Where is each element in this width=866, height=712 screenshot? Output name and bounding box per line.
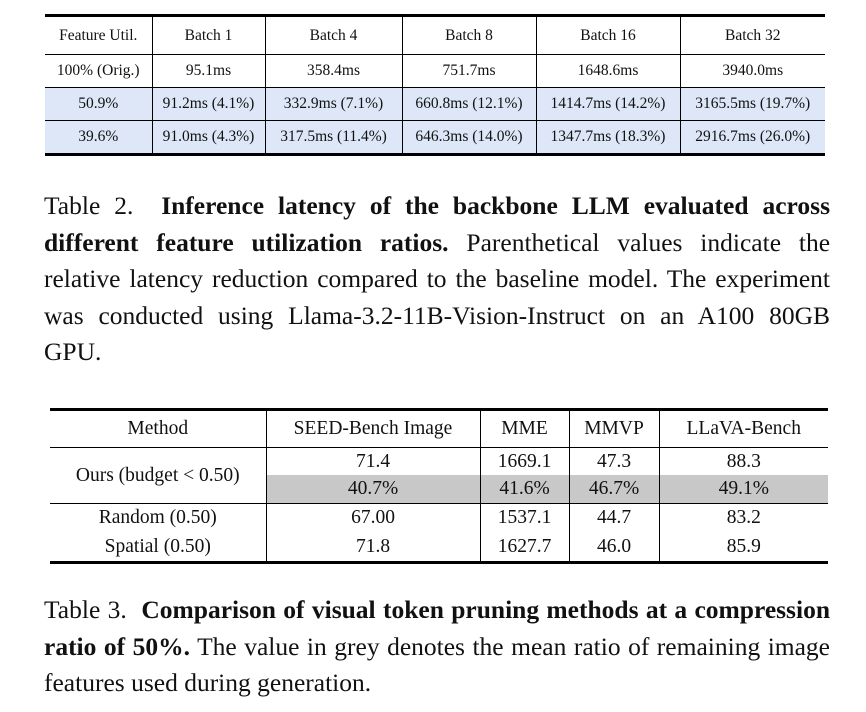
header-cell: Batch 16 bbox=[535, 15, 680, 55]
table-cell: 2916.7ms (26.0%) bbox=[679, 120, 825, 155]
header-cell: SEED-Bench Image bbox=[265, 409, 480, 448]
table-cell: 358.4ms bbox=[264, 54, 402, 88]
table-cell: 46.0 bbox=[568, 532, 659, 563]
latency-table: Feature Util. Batch 1 Batch 4 Batch 8 Ba… bbox=[45, 14, 825, 156]
table-row: 100% (Orig.) 95.1ms 358.4ms 751.7ms 1648… bbox=[45, 54, 825, 88]
table-cell: 660.8ms (12.1%) bbox=[401, 87, 536, 121]
table-cell: 83.2 bbox=[658, 503, 828, 532]
method-cell: Random (0.50) bbox=[98, 507, 217, 528]
ratio-cell: 41.6% bbox=[479, 475, 569, 504]
header-cell: MMVP bbox=[568, 409, 659, 448]
table-cell: 3165.5ms (19.7%) bbox=[679, 87, 825, 121]
table-cell: 39.6% bbox=[45, 120, 152, 155]
caption-bold-text: Comparison of visual token pruning metho… bbox=[44, 595, 830, 661]
caption-label: Table 2. bbox=[44, 191, 134, 220]
header-cell: Method bbox=[50, 409, 266, 448]
ratio-cell: 49.1% bbox=[658, 475, 828, 504]
header-cell: Batch 8 bbox=[401, 15, 536, 55]
table-row: Random (0.50) 67.00 1537.1 44.7 83.2 bbox=[50, 503, 828, 532]
ratio-cell: 46.7% bbox=[568, 475, 659, 504]
header-cell: Batch 32 bbox=[679, 15, 825, 55]
table-cell: 751.7ms bbox=[401, 54, 536, 88]
table-cell: 71.8 bbox=[265, 532, 480, 563]
table-cell: 91.0ms (4.3%) bbox=[151, 120, 265, 155]
comparison-table-header-row: Method SEED-Bench Image MME MMVP LLaVA-B… bbox=[50, 409, 828, 448]
table-row-grey: 40.7% 41.6% 46.7% 49.1% bbox=[50, 475, 828, 504]
header-cell: Batch 1 bbox=[151, 15, 265, 55]
table-cell: 95.1ms bbox=[151, 54, 265, 88]
table-row-highlighted: 50.9% 91.2ms (4.1%) 332.9ms (7.1%) 660.8… bbox=[45, 87, 825, 121]
table-cell: 44.7 bbox=[568, 503, 659, 532]
table-cell: 50.9% bbox=[45, 87, 152, 121]
table-row-highlighted: 39.6% 91.0ms (4.3%) 317.5ms (11.4%) 646.… bbox=[45, 120, 825, 155]
header-cell: Feature Util. bbox=[45, 15, 152, 55]
table-cell: 1648.6ms bbox=[535, 54, 680, 88]
method-cell: Spatial (0.50) bbox=[104, 535, 211, 557]
table-cell: 91.2ms (4.1%) bbox=[151, 87, 265, 121]
caption-text: The value in grey denotes the mean ratio… bbox=[44, 631, 830, 698]
table-cell: 47.3 bbox=[568, 447, 659, 475]
caption-text: Parenthetical values indicate the relati… bbox=[44, 227, 831, 367]
caption-bold-text: Inference latency of the backbone LLM ev… bbox=[44, 191, 830, 257]
latency-table-header-row: Feature Util. Batch 1 Batch 4 Batch 8 Ba… bbox=[45, 15, 825, 55]
header-cell: LLaVA-Bench bbox=[658, 409, 828, 448]
caption-label: Table 3. bbox=[44, 595, 127, 624]
table-cell: 1347.7ms (18.3%) bbox=[535, 120, 680, 155]
table-cell: 100% (Orig.) bbox=[45, 54, 152, 88]
method-cell: Ours (budget < 0.50) bbox=[50, 447, 266, 504]
header-cell: MME bbox=[479, 409, 569, 448]
table-cell: 3940.0ms bbox=[679, 54, 825, 88]
table-cell: 71.4 bbox=[265, 447, 480, 475]
table-cell: 332.9ms (7.1%) bbox=[264, 87, 402, 121]
table-row: Spatial (0.50) 71.8 1627.7 46.0 85.9 bbox=[50, 532, 828, 563]
table-cell: 67.00 bbox=[265, 503, 480, 532]
table-cell: 1537.1 bbox=[479, 503, 569, 532]
table-cell: 88.3 bbox=[658, 447, 828, 475]
table-cell: 646.3ms (14.0%) bbox=[401, 120, 536, 155]
table-cell: 1414.7ms (14.2%) bbox=[535, 87, 680, 121]
table-cell: 1627.7 bbox=[479, 532, 569, 563]
table2-caption: Table 2. Inference latency of the backbo… bbox=[44, 188, 830, 371]
table-cell: 317.5ms (11.4%) bbox=[264, 120, 402, 155]
pruning-comparison-table: Method SEED-Bench Image MME MMVP LLaVA-B… bbox=[50, 408, 828, 564]
table-cell: 1669.1 bbox=[479, 447, 569, 475]
table3-caption: Table 3. Comparison of visual token prun… bbox=[44, 592, 830, 702]
header-cell: Batch 4 bbox=[264, 15, 402, 55]
table-cell: 85.9 bbox=[658, 532, 828, 563]
ratio-cell: 40.7% bbox=[265, 475, 480, 504]
table-row: Ours (budget < 0.50) 71.4 1669.1 47.3 88… bbox=[50, 447, 828, 504]
